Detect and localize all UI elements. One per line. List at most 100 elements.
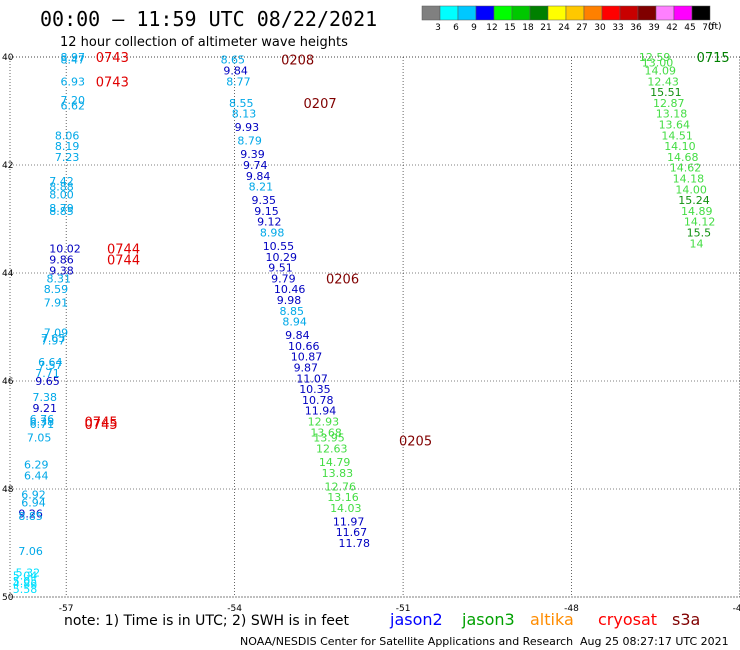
color-scale-label: 30 [594,23,606,33]
data-point: 7.38 [32,391,57,404]
data-point: 8.94 [282,316,307,329]
color-scale-label: 15 [504,23,515,33]
footnote: note: 1) Time is in UTC; 2) SWH is in fe… [64,613,350,629]
data-point: 6.29 [24,459,48,472]
data-point: 7.65 [41,332,65,345]
data-point: 15.5 [687,227,712,240]
data-point: 8.98 [260,227,285,240]
data-point: 9.74 [243,159,267,172]
color-scale-label: 27 [576,23,587,33]
data-point: 14.62 [670,162,702,175]
color-swatch [493,5,513,21]
data-point: 9.84 [223,65,248,78]
color-scale-unit: (ft) [708,22,722,32]
color-swatch [457,5,477,21]
time-label: 0207 [304,97,337,112]
time-label: 0745 [85,418,118,433]
data-point: 6.44 [24,470,48,483]
color-scale-label: 24 [558,23,570,33]
time-label: 0715 [697,51,730,66]
color-scale-label: 42 [666,23,677,33]
time-label: 0745 [85,416,118,431]
data-point: 7.23 [55,151,80,164]
data-point: 11.78 [339,537,371,550]
data-point: 9.84 [285,329,310,342]
data-point: 9.26 [18,507,43,520]
data-point: 8.00 [49,189,74,202]
color-swatch [547,5,567,21]
x-tick-label: -54 [227,604,242,614]
data-point: 11.97 [333,515,365,528]
legend-item-cryosat: cryosat [598,610,657,629]
data-point: 8.79 [49,202,74,215]
y-tick-label: 44 [2,269,14,279]
data-point: 5.05 [13,575,38,588]
data-point: 7.42 [49,175,74,188]
data-point: 8.79 [237,135,262,148]
color-scale-label: 45 [684,23,695,33]
color-swatch [511,5,531,21]
data-point: 5.04 [13,569,38,582]
color-scale-label: 18 [522,23,534,33]
legend-item-jason3: jason3 [461,610,515,629]
data-point: 8.85 [49,205,74,218]
color-scale-label: 39 [648,23,660,33]
data-point: 14.18 [673,173,705,186]
legend-item-jason2: jason2 [389,610,443,629]
data-point: 8.47 [61,54,86,67]
color-swatch [619,5,639,21]
color-swatch [421,5,441,21]
data-point: 9.39 [240,148,265,161]
color-swatch [529,5,549,21]
data-point: 13.68 [310,426,342,439]
data-point: 14.79 [319,456,351,469]
y-tick-label: 50 [2,593,14,603]
data-point: 14.51 [661,129,693,142]
legend-item-s3a: s3a [672,610,700,629]
color-swatch [475,5,495,21]
data-point: 14.68 [667,151,699,164]
data-point: 9.15 [254,205,279,218]
data-point: 11.94 [305,405,337,418]
color-scale-label: 36 [630,23,642,33]
data-point: 6.38 [30,416,55,429]
color-scale-label: 70 [702,23,714,33]
x-tick-label: -48 [564,604,579,614]
data-point: 7.05 [27,432,52,445]
data-point: 8.65 [221,54,246,67]
data-point: 10.29 [266,251,298,264]
data-point: 8.55 [229,97,254,110]
data-point: 12.59 [639,51,671,64]
data-point: 7.09 [44,326,69,339]
plot-frame [9,56,740,598]
color-scale-label: 9 [471,23,477,33]
data-point: 6.71 [30,418,55,431]
data-point: 14.10 [664,140,696,153]
data-point: 8.88 [49,181,74,194]
data-point: 9.12 [257,216,282,229]
data-point: 12.93 [308,416,340,429]
time-label: 0205 [399,434,432,449]
time-label: 0744 [107,243,140,258]
data-point: 6.93 [61,75,86,88]
color-scale: 3 6 9 12 15 18 21 24 27 30 33 36 39 42 45 70 [421,5,714,33]
data-point: 13.83 [322,467,354,480]
data-point: 10.35 [299,383,331,396]
data-point: 13.16 [327,491,359,504]
color-swatch [439,5,459,21]
data-point: 8.19 [55,140,80,153]
data-point: 14 [689,237,703,250]
data-point: 9.51 [268,262,293,275]
color-scale-label: 6 [453,23,459,33]
data-point: 5.32 [16,567,41,580]
data-point: 15.24 [678,194,710,207]
data-point: 9.98 [277,294,302,307]
data-point: 9.21 [32,402,57,415]
data-point: 8.77 [226,75,251,88]
color-swatch [565,5,585,21]
data-point: 8.13 [232,108,256,121]
data-point: 8.06 [55,129,80,142]
data-point: 13.18 [656,108,688,121]
data-point: 9.35 [251,194,276,207]
data-point: 12.76 [324,480,356,493]
